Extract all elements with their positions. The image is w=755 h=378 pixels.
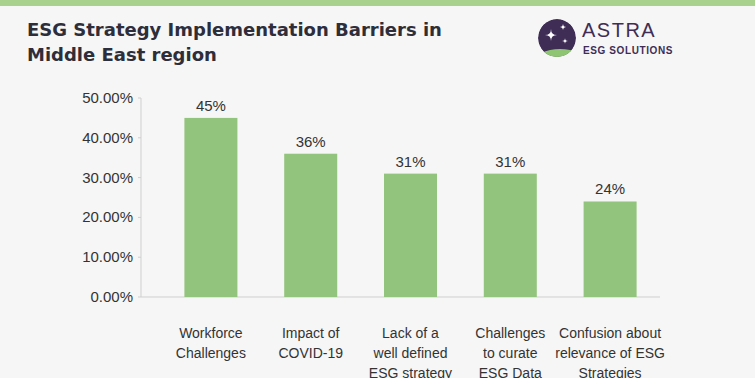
logo-tagline: ESG SOLUTIONS [583, 45, 673, 56]
x-tick-label: Workforce Challenges [176, 325, 246, 361]
logo-icon [534, 19, 586, 75]
y-tick-label: 0.00% [90, 288, 133, 305]
top-strip [0, 0, 755, 6]
data-label: 45% [196, 97, 226, 114]
x-tick-label: Confusion about relevance of ESG Strategie… [555, 325, 665, 378]
y-tick-label: 30.00% [82, 169, 133, 186]
bar [584, 201, 637, 297]
bars [184, 118, 636, 297]
chart: ESG Strategy Implementation Barriers in M… [0, 0, 755, 378]
y-axis [141, 98, 142, 297]
y-tick-label: 10.00% [82, 248, 133, 265]
data-label: 24% [595, 180, 625, 197]
title: ESG Strategy Implementation Barriers in M… [27, 19, 442, 65]
text-line: to curate [483, 345, 538, 361]
y-tick-label: 50.00% [82, 89, 133, 106]
text-line: ESG Data [479, 365, 542, 378]
text-line: Strategies [579, 365, 642, 378]
text-line: COVID-19 [278, 345, 343, 361]
text-line: ESG strategy [369, 365, 452, 378]
bar [284, 154, 337, 297]
data-label: 31% [495, 153, 525, 170]
text-line: Workforce [179, 325, 243, 341]
text-line: Confusion about [559, 325, 661, 341]
data-label: 31% [395, 153, 425, 170]
x-tick-label: Lack of a well defined ESG strategy [369, 325, 452, 378]
bar [384, 174, 437, 297]
text-line: Impact of [282, 325, 340, 341]
logo-star [545, 29, 557, 41]
data-label: 36% [296, 133, 326, 150]
bar [484, 174, 537, 297]
bar [184, 118, 237, 297]
logo-star [562, 38, 568, 44]
text-line: well defined [373, 345, 448, 361]
y-tick-label: 40.00% [82, 129, 133, 146]
text-line: ESG Strategy Implementation Barriers in [27, 19, 442, 40]
logo-ground [534, 49, 586, 75]
y-tick-label: 20.00% [82, 208, 133, 225]
text-line: Challenges [176, 345, 246, 361]
text-line: Challenges [475, 325, 545, 341]
text-line: relevance of ESG [555, 345, 665, 361]
x-tick-label: Impact of COVID-19 [278, 325, 343, 361]
x-tick-label: Challenges to curate ESG Data [475, 325, 545, 378]
logo-name: ASTRA [582, 19, 656, 41]
logo-star [560, 24, 567, 31]
background [0, 0, 755, 378]
text-line: Lack of a [382, 325, 439, 341]
text-line: Middle East region [27, 44, 217, 65]
